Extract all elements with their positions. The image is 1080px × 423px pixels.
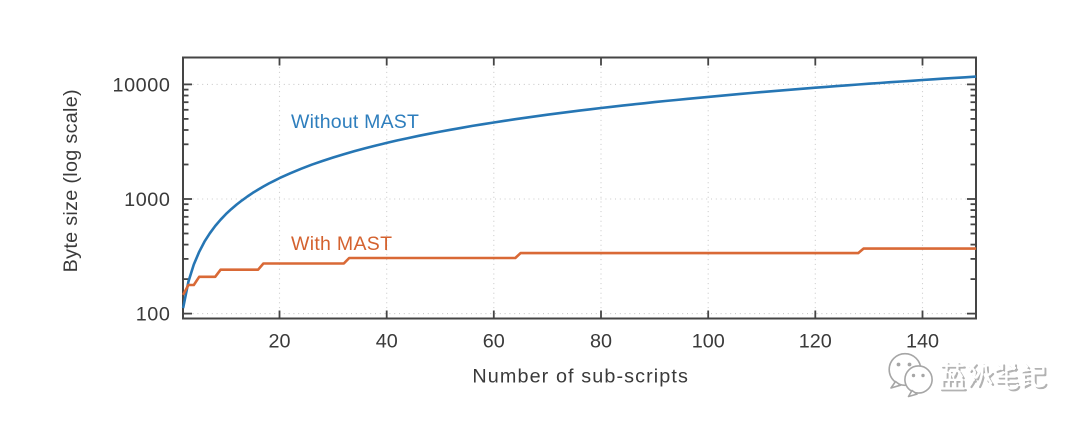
svg-text:Without MAST: Without MAST — [291, 111, 419, 133]
svg-text:60: 60 — [483, 331, 505, 353]
svg-text:80: 80 — [590, 331, 612, 353]
svg-text:100: 100 — [136, 304, 171, 326]
svg-text:40: 40 — [376, 331, 398, 353]
svg-text:10000: 10000 — [112, 74, 170, 96]
svg-text:140: 140 — [906, 331, 939, 353]
svg-text:Number of sub-scripts: Number of sub-scripts — [472, 365, 689, 387]
svg-text:20: 20 — [268, 331, 290, 353]
svg-text:120: 120 — [799, 331, 832, 353]
svg-text:With MAST: With MAST — [291, 233, 392, 255]
svg-text:1000: 1000 — [124, 189, 170, 211]
svg-text:Byte size (log scale): Byte size (log scale) — [60, 89, 82, 272]
svg-text:100: 100 — [692, 331, 725, 353]
